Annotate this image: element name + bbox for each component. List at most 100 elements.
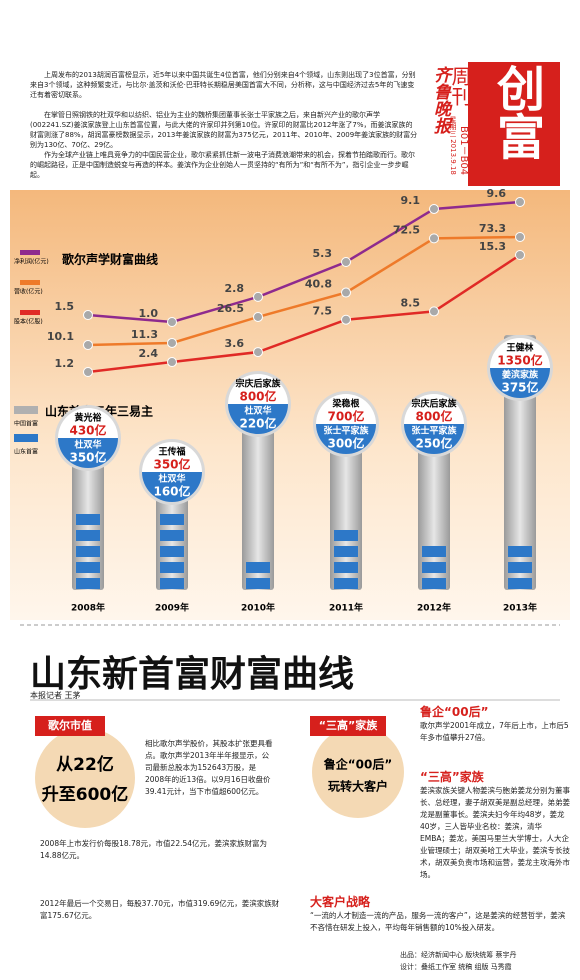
tube-block: [160, 562, 184, 573]
legend-label: 股本(亿股): [14, 318, 43, 326]
badge-top: [142, 442, 202, 472]
x-tick-label: 2009年: [155, 602, 189, 614]
tube-block: [76, 546, 100, 557]
tube-block: [422, 562, 446, 573]
article-paragraph: 作为全球产业链上唯具竞争力的中国民营企业，歌尔紧紧抓住新一波电子消费浪潮带来的机…: [30, 151, 415, 179]
value-label: 2.4: [139, 347, 159, 360]
tube-block: [422, 578, 446, 589]
legend-swatch: [20, 310, 40, 315]
tag-text: 歌尔市值: [48, 718, 92, 732]
shandong-amount: 350亿: [69, 450, 106, 465]
tube-block: [76, 578, 100, 589]
china-name: 梁稳根: [331, 398, 360, 410]
badge-bottom: [490, 368, 550, 398]
point: [341, 287, 351, 298]
series-line: [87, 200, 521, 324]
tag: [310, 716, 386, 736]
tag-text: “三高”家族: [319, 718, 378, 732]
badge-bottom: [316, 424, 376, 454]
legend-swatch: [20, 280, 40, 285]
china-amount: 800亿: [239, 389, 276, 404]
legend-label: 中国首富: [14, 420, 38, 428]
value-label: 2.8: [225, 282, 245, 295]
legend-swatch: [20, 250, 40, 255]
legend-label: 营收(亿元): [14, 288, 43, 296]
value-label: 7.5: [313, 305, 333, 318]
x-tick-label: 2008年: [71, 602, 105, 614]
masthead-title: 创富: [488, 64, 544, 160]
tube-block: [334, 578, 358, 589]
china-amount: 350亿: [153, 457, 190, 472]
circle-text: 升至600亿: [42, 784, 129, 805]
series-line: [87, 253, 521, 374]
tag: [35, 716, 105, 736]
value-label: 10.1: [47, 330, 74, 343]
tube-block: [246, 562, 270, 573]
tube-block: [160, 530, 184, 541]
shandong-name: 张士平家族: [323, 425, 369, 437]
legend-label: 山东首富: [14, 448, 38, 456]
badge-bottom: [142, 472, 202, 502]
point: [83, 367, 93, 377]
point: [83, 340, 93, 350]
x-tick-label: 2011年: [329, 602, 363, 614]
tube-block: [160, 578, 184, 589]
value-label: 1.5: [55, 300, 75, 313]
footer: 出品：经济新闻中心 版块统筹 蔡宇丹: [400, 951, 517, 959]
shandong-name: 姜滨家族: [502, 369, 539, 381]
logo: 齐鲁晚报: [430, 66, 450, 134]
feature-title: 山东新首富财富曲线: [30, 654, 355, 695]
shandong-amount: 375亿: [501, 380, 538, 395]
point: [341, 257, 351, 267]
value-label: 9.1: [401, 194, 421, 207]
point: [429, 306, 439, 317]
legend-swatch: [14, 434, 38, 442]
circle-text: 鲁企“00后”: [323, 757, 392, 772]
tube-block: [334, 530, 358, 541]
tube-block: [160, 514, 184, 525]
value-label: 8.5: [401, 296, 421, 309]
value-label: 72.5: [393, 223, 420, 236]
china-amount: 430亿: [69, 423, 106, 438]
badge-top: [404, 394, 464, 424]
shandong-amount: 250亿: [415, 436, 452, 451]
shandong-amount: 220亿: [239, 416, 276, 431]
section: 周刊: [448, 66, 472, 106]
badge-top: [58, 408, 118, 438]
value-label: 3.6: [225, 337, 245, 350]
tube-block: [508, 562, 532, 573]
badge-top: [490, 338, 550, 368]
shandong-amount: 300亿: [327, 436, 364, 451]
value-label: 1.0: [139, 307, 159, 320]
value-label: 73.3: [479, 222, 506, 235]
shandong-name: 张士平家族: [411, 425, 457, 437]
date: 星期三 2013.9.18: [449, 116, 457, 175]
tube-block: [76, 562, 100, 573]
paragraph: “一流的人才制造一流的产品，服务一流的客户”，这是姜滨的经营哲学，姜滨不吝惜在研…: [310, 911, 566, 932]
china-name: 黄光裕: [74, 412, 101, 424]
legend-swatch: [14, 406, 38, 414]
value-label: 15.3: [479, 240, 506, 253]
pages: B01－B04: [458, 126, 469, 176]
point: [515, 232, 525, 242]
point: [167, 337, 177, 348]
x-tick-label: 2012年: [417, 602, 451, 614]
tube-block: [334, 546, 358, 557]
badge-bottom: [58, 438, 118, 468]
paragraph: 姜滨家族关键人物姜滨与胞弟姜龙分别为董事长、总经理，妻子胡双美是副总经理，弟弟姜…: [420, 786, 570, 879]
badge-bottom: [228, 404, 288, 434]
circle-bg: [35, 728, 135, 828]
tube-block: [76, 530, 100, 541]
tube: [242, 385, 274, 590]
point: [253, 347, 263, 358]
value-label: 5.3: [313, 247, 333, 260]
paragraph: 2012年最后一个交易日，每股37.70元，市值319.69亿元，姜滨家族财富1…: [40, 899, 280, 920]
legend-label: 净利润(亿元): [14, 258, 49, 266]
paragraph: 歌尔声学2001年成立，7年后上市，上市后5年多市值攀升27倍。: [420, 721, 569, 742]
point: [429, 233, 439, 244]
china-name: 宗庆后家族: [235, 378, 281, 390]
point: [515, 250, 525, 260]
value-label: 11.3: [131, 328, 158, 341]
tube-block: [422, 546, 446, 557]
